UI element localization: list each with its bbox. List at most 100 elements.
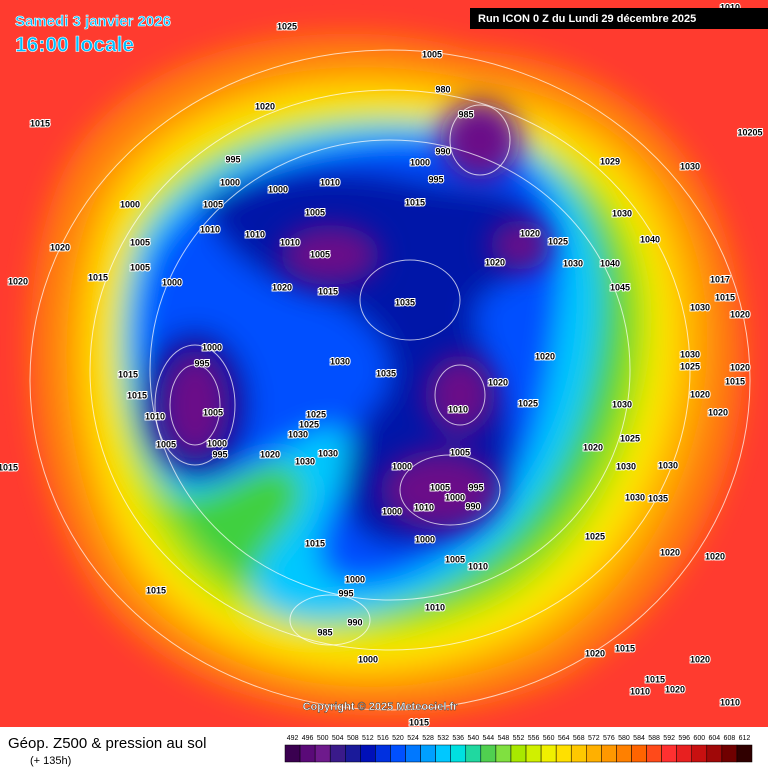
isobar-label: 1020 (730, 309, 750, 319)
isobar-label: 995 (212, 449, 227, 459)
isobar-label: 1005 (156, 439, 176, 449)
isobar-label: 1020 (705, 551, 725, 561)
scale-swatch (525, 744, 542, 763)
scale-label: 548 (498, 735, 510, 742)
isobar-label: 1045 (610, 282, 630, 292)
isobar-label: 1015 (715, 292, 735, 302)
isobar-label: 1010 (720, 697, 740, 707)
isobar-label: 1000 (162, 277, 182, 287)
isobar-label: 990 (465, 501, 480, 511)
scale-swatch (631, 744, 647, 763)
isobar-label: 1025 (306, 409, 326, 419)
scale-swatch (465, 744, 482, 763)
scale-label: 572 (588, 735, 600, 742)
isobar-label: 1025 (299, 419, 319, 429)
isobar-label: 1015 (405, 197, 425, 207)
scale-swatch (555, 744, 572, 763)
scale-label: 564 (558, 735, 570, 742)
scale-swatch (405, 744, 421, 763)
scale-label: 528 (422, 735, 434, 742)
isobar-label: 1020 (583, 442, 603, 452)
isobar-label: 1030 (690, 302, 710, 312)
scale-label: 496 (302, 735, 314, 742)
scale-swatch (540, 744, 557, 763)
scale-label: 556 (528, 735, 540, 742)
isobar-label: 1010 (414, 502, 434, 512)
scale-label: 544 (483, 735, 495, 742)
scale-label: 600 (693, 735, 705, 742)
scale-swatch (570, 744, 587, 763)
scale-label: 612 (739, 735, 751, 742)
isobar-label: 1030 (563, 258, 583, 268)
lead-time: (+ 135h) (30, 755, 71, 767)
isobar-label: 1015 (30, 118, 50, 128)
isobar-label: 1005 (422, 49, 442, 59)
scale-swatch (495, 744, 512, 763)
isobar-label: 1020 (665, 684, 685, 694)
isobar-label: 1000 (268, 184, 288, 194)
scale-label: 580 (618, 735, 630, 742)
geopotential-field (0, 0, 768, 727)
scale-swatch (329, 744, 346, 763)
isobar-label: 1000 (410, 157, 430, 167)
isobar-label: 1030 (612, 208, 632, 218)
scale-swatch (736, 744, 753, 763)
isobar-label: 1025 (620, 433, 640, 443)
isobar-label: 1000 (445, 492, 465, 502)
isobar-label: 1030 (295, 456, 315, 466)
isobar-label: 1000 (392, 461, 412, 471)
isobar-label: 1005 (430, 482, 450, 492)
isobar-label: 1025 (277, 21, 297, 31)
isobar-label: 1020 (535, 351, 555, 361)
isobar-label: 1020 (660, 547, 680, 557)
isobar-label: 1010 (468, 561, 488, 571)
isobar-label: 1030 (612, 399, 632, 409)
isobar-label: 995 (338, 588, 353, 598)
isobar-label: 1015 (318, 286, 338, 296)
isobar-label: 1010 (280, 237, 300, 247)
scale-label: 596 (678, 735, 690, 742)
isobar-label: 1025 (585, 531, 605, 541)
color-scale: 492 496 500 504 508 512 516 520 524 528 532 536 540 5… (284, 735, 753, 763)
scale-label: 568 (573, 735, 585, 742)
isobar-label: 1005 (450, 447, 470, 457)
isobar-label: 1015 (146, 585, 166, 595)
isobar-label: 1030 (330, 356, 350, 366)
scale-swatch (360, 744, 376, 763)
scale-swatch (661, 744, 677, 763)
isobar-label: 1010 (200, 224, 220, 234)
isobar-label: 1030 (318, 448, 338, 458)
scale-label: 532 (437, 735, 449, 742)
isobar-label: 1010 (320, 177, 340, 187)
isobar-label: 1000 (382, 506, 402, 516)
isobar-label: 1020 (50, 242, 70, 252)
isobar-label: 1020 (690, 654, 710, 664)
scale-label: 540 (467, 735, 479, 742)
scale-label: 552 (513, 735, 525, 742)
isobar-label: 1005 (310, 249, 330, 259)
scale-label: 576 (603, 735, 615, 742)
isobar-label: 1010 (425, 602, 445, 612)
scale-swatch (586, 744, 602, 763)
scale-swatch (345, 744, 361, 763)
isobar-label: 1020 (690, 389, 710, 399)
isobar-label: 980 (435, 84, 450, 94)
isobar-label: 1025 (518, 398, 538, 408)
scale-label: 508 (347, 735, 359, 742)
isobar-label: 1030 (625, 492, 645, 502)
isobar-label: 1000 (202, 342, 222, 352)
isobar-label: 1010 (630, 686, 650, 696)
scale-swatch (676, 744, 692, 763)
isobar-label: 1000 (345, 574, 365, 584)
scale-label: 524 (407, 735, 419, 742)
isobar-label: 1005 (203, 199, 223, 209)
isobar-label: 1015 (615, 643, 635, 653)
isobar-label: 1000 (220, 177, 240, 187)
isobar-label: 1025 (680, 361, 700, 371)
isobar-label: 985 (317, 627, 332, 637)
isobar-label: 995 (194, 358, 209, 368)
run-info: Run ICON 0 Z du Lundi 29 décembre 2025 (478, 13, 696, 25)
scale-label: 520 (392, 735, 404, 742)
scale-label: 560 (543, 735, 555, 742)
